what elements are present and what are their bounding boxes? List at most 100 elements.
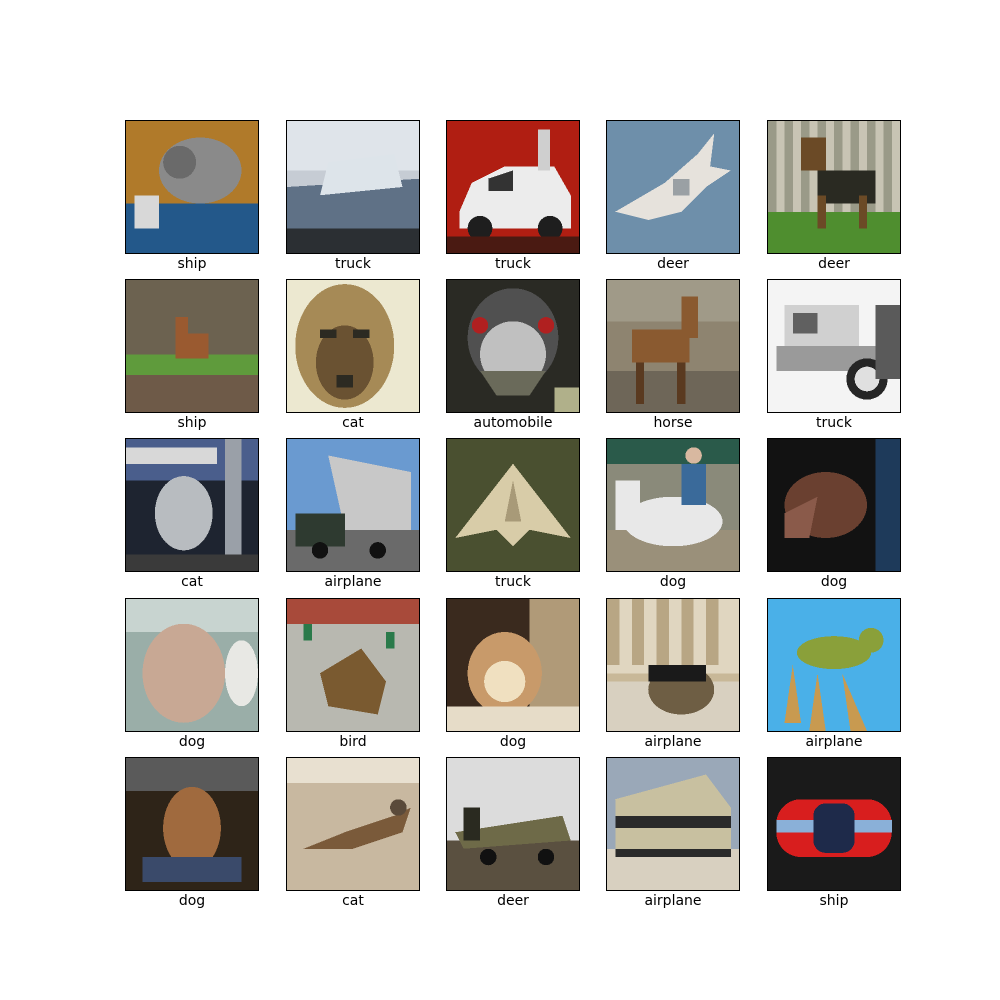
thumbnail-picture <box>607 758 739 890</box>
image-label: cat <box>342 893 364 909</box>
thumbnail-image <box>767 757 901 891</box>
image-cell: deer <box>767 120 901 272</box>
image-label: airplane <box>644 734 702 750</box>
image-cell: automobile <box>446 279 580 431</box>
image-label: cat <box>342 415 364 431</box>
thumbnail-image <box>286 279 420 413</box>
image-label: truck <box>495 574 531 590</box>
thumbnail-picture <box>607 439 739 571</box>
thumbnail-picture <box>287 758 419 890</box>
thumbnail-picture <box>607 121 739 253</box>
image-label: truck <box>816 415 852 431</box>
thumbnail-picture <box>126 121 258 253</box>
thumbnail-image <box>767 438 901 572</box>
image-cell: airplane <box>606 598 740 750</box>
image-label: airplane <box>324 574 382 590</box>
thumbnail-picture <box>768 121 900 253</box>
image-cell: deer <box>446 757 580 909</box>
image-cell: truck <box>446 438 580 590</box>
image-label: deer <box>497 893 529 909</box>
image-label: horse <box>653 415 693 431</box>
thumbnail-picture <box>447 121 579 253</box>
image-label: airplane <box>644 893 702 909</box>
thumbnail-image <box>606 438 740 572</box>
image-cell: airplane <box>606 757 740 909</box>
thumbnail-picture <box>126 758 258 890</box>
image-label: ship <box>819 893 849 909</box>
image-cell: ship <box>125 279 259 431</box>
image-cell: bird <box>286 598 420 750</box>
thumbnail-image <box>446 757 580 891</box>
image-cell: dog <box>125 757 259 909</box>
thumbnail-picture <box>447 758 579 890</box>
thumbnail-picture <box>287 121 419 253</box>
thumbnail-image <box>767 279 901 413</box>
image-label: deer <box>657 256 689 272</box>
image-cell: cat <box>286 757 420 909</box>
thumbnail-image <box>286 757 420 891</box>
image-label: airplane <box>805 734 863 750</box>
image-cell: ship <box>767 757 901 909</box>
image-cell: dog <box>446 598 580 750</box>
thumbnail-picture <box>447 599 579 731</box>
thumbnail-image <box>125 598 259 732</box>
thumbnail-picture <box>447 280 579 412</box>
thumbnail-image <box>286 598 420 732</box>
image-label: dog <box>178 893 206 909</box>
thumbnail-picture <box>607 280 739 412</box>
thumbnail-image <box>606 120 740 254</box>
thumbnail-image <box>606 279 740 413</box>
image-label: automobile <box>473 415 553 431</box>
thumbnail-picture <box>126 439 258 571</box>
thumbnail-image <box>125 757 259 891</box>
thumbnail-picture <box>287 439 419 571</box>
image-label: dog <box>820 574 848 590</box>
thumbnail-image <box>606 598 740 732</box>
image-label: ship <box>177 256 207 272</box>
image-cell: cat <box>286 279 420 431</box>
image-label: dog <box>499 734 527 750</box>
image-label: dog <box>178 734 206 750</box>
thumbnail-image <box>446 120 580 254</box>
image-label: truck <box>335 256 371 272</box>
thumbnail-image <box>606 757 740 891</box>
thumbnail-picture <box>287 599 419 731</box>
thumbnail-image <box>286 120 420 254</box>
image-cell: truck <box>446 120 580 272</box>
image-cell: dog <box>606 438 740 590</box>
thumbnail-image <box>286 438 420 572</box>
thumbnail-picture <box>607 599 739 731</box>
thumbnail-picture <box>768 280 900 412</box>
thumbnail-image <box>446 598 580 732</box>
image-cell: airplane <box>286 438 420 590</box>
image-cell: dog <box>125 598 259 750</box>
image-label: truck <box>495 256 531 272</box>
image-label: deer <box>818 256 850 272</box>
image-cell: dog <box>767 438 901 590</box>
image-cell: truck <box>286 120 420 272</box>
image-cell: truck <box>767 279 901 431</box>
thumbnail-image <box>446 438 580 572</box>
thumbnail-picture <box>447 439 579 571</box>
image-label: cat <box>181 574 203 590</box>
thumbnail-image <box>767 598 901 732</box>
image-label: dog <box>659 574 687 590</box>
thumbnail-image <box>125 279 259 413</box>
thumbnail-picture <box>126 280 258 412</box>
image-label: bird <box>339 734 367 750</box>
thumbnail-picture <box>287 280 419 412</box>
image-cell: horse <box>606 279 740 431</box>
thumbnail-picture <box>768 599 900 731</box>
thumbnail-image <box>125 438 259 572</box>
image-cell: cat <box>125 438 259 590</box>
thumbnail-picture <box>126 599 258 731</box>
image-cell: ship <box>125 120 259 272</box>
thumbnail-image <box>446 279 580 413</box>
thumbnail-picture <box>768 439 900 571</box>
image-cell: airplane <box>767 598 901 750</box>
image-label: ship <box>177 415 207 431</box>
image-cell: deer <box>606 120 740 272</box>
thumbnail-picture <box>768 758 900 890</box>
thumbnail-image <box>125 120 259 254</box>
